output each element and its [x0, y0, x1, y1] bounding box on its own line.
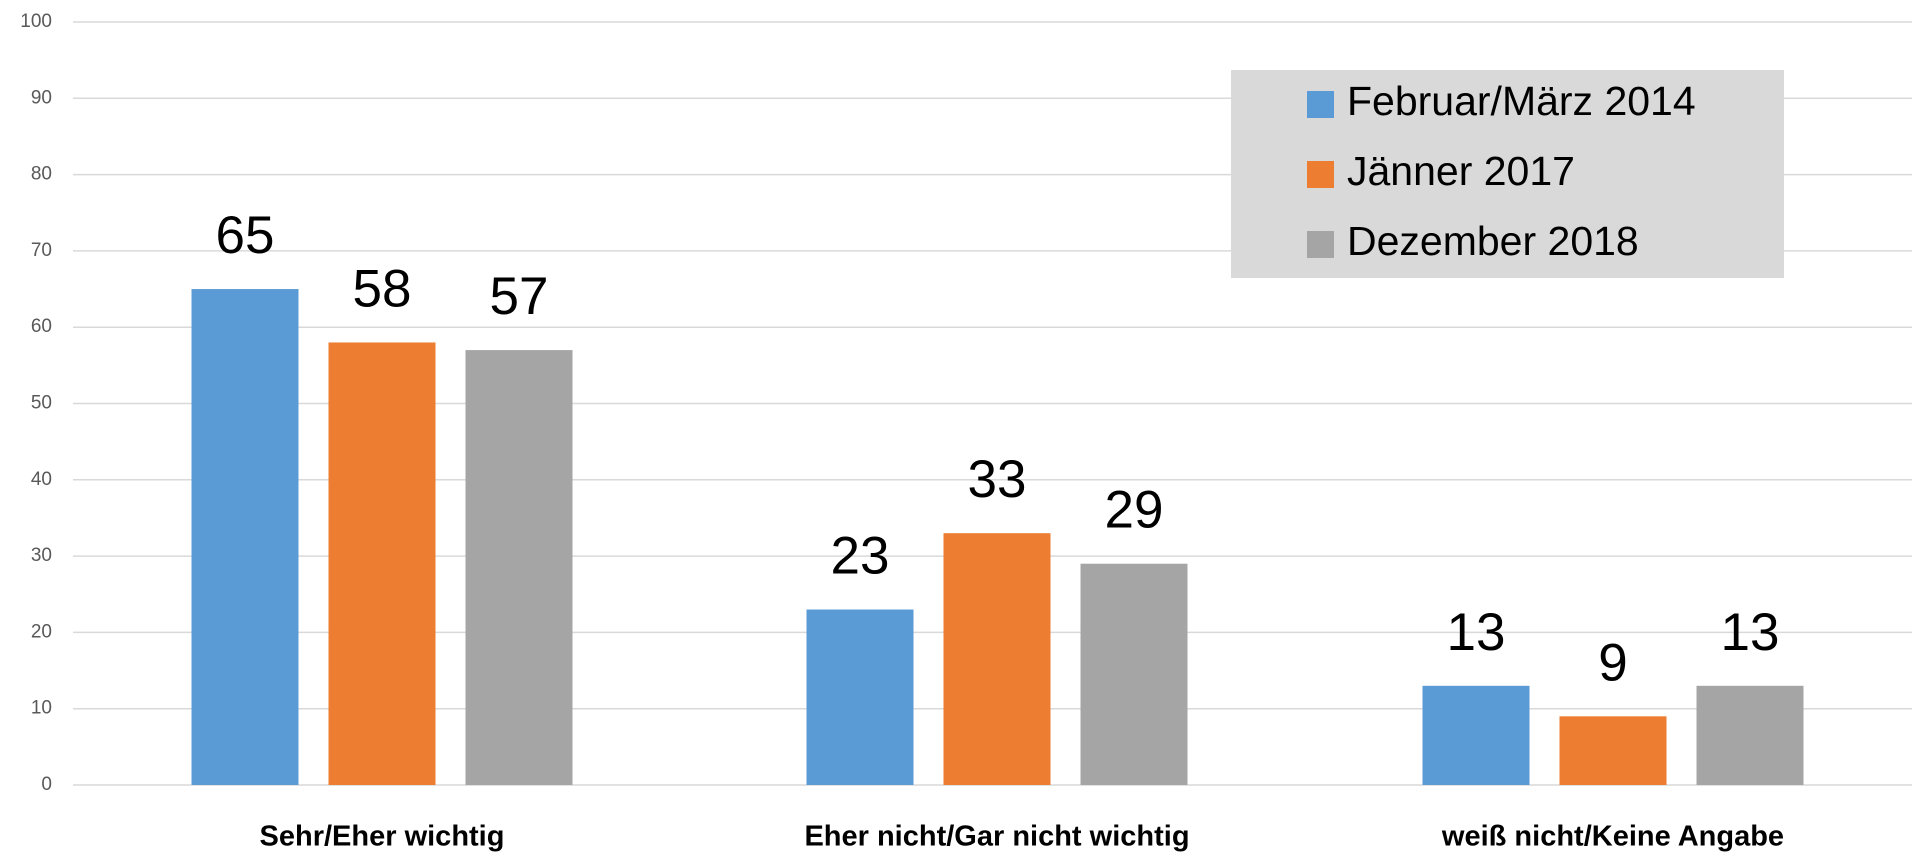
y-tick-label: 10 [31, 698, 52, 719]
legend-swatch [1307, 91, 1334, 118]
data-label: 9 [1598, 633, 1627, 692]
bar [1080, 563, 1188, 785]
y-tick-label: 100 [20, 11, 52, 32]
data-label: 33 [968, 450, 1027, 509]
y-tick-label: 30 [31, 545, 52, 566]
x-tick-label: Sehr/Eher wichtig [260, 821, 505, 853]
bar [1559, 716, 1667, 785]
y-tick-label: 60 [31, 316, 52, 337]
data-label: 13 [1447, 603, 1506, 662]
data-label: 23 [831, 527, 890, 586]
bar [1422, 685, 1530, 785]
bar [328, 342, 436, 785]
legend-swatch [1307, 161, 1334, 188]
bar [943, 533, 1051, 785]
data-label: 58 [353, 259, 412, 318]
bar [1696, 685, 1804, 785]
y-tick-label: 70 [31, 240, 52, 261]
data-label: 13 [1721, 603, 1780, 662]
x-tick-label: weiß nicht/Keine Angabe [1441, 821, 1784, 853]
bar [465, 350, 573, 785]
data-label: 57 [490, 267, 549, 326]
y-tick-label: 50 [31, 393, 52, 414]
data-label: 29 [1105, 481, 1164, 540]
y-tick-label: 80 [31, 164, 52, 185]
legend-label: Februar/März 2014 [1347, 78, 1696, 124]
y-tick-label: 90 [31, 87, 52, 108]
legend-label: Dezember 2018 [1347, 218, 1639, 264]
y-tick-label: 40 [31, 469, 52, 490]
data-label: 65 [216, 206, 275, 265]
y-tick-label: 0 [41, 774, 52, 795]
y-tick-label: 20 [31, 621, 52, 642]
bar [191, 289, 299, 785]
legend-swatch [1307, 231, 1334, 258]
bar [806, 609, 914, 785]
legend-label: Jänner 2017 [1347, 148, 1575, 194]
x-tick-label: Eher nicht/Gar nicht wichtig [804, 821, 1189, 853]
